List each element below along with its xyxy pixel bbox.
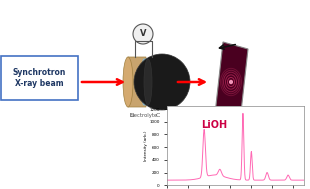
FancyBboxPatch shape bbox=[1, 56, 78, 100]
FancyBboxPatch shape bbox=[144, 59, 152, 105]
Text: LiOH: LiOH bbox=[202, 120, 228, 130]
Circle shape bbox=[229, 80, 233, 84]
Circle shape bbox=[133, 24, 153, 44]
Text: Synchrotron
X-ray beam: Synchrotron X-ray beam bbox=[12, 68, 66, 88]
Text: C: C bbox=[156, 113, 160, 118]
Polygon shape bbox=[215, 42, 248, 121]
Circle shape bbox=[134, 54, 190, 110]
Text: Electrolyte: Electrolyte bbox=[130, 113, 158, 118]
Y-axis label: Intensity (arb.): Intensity (arb.) bbox=[144, 130, 148, 161]
Text: V: V bbox=[140, 29, 146, 39]
Ellipse shape bbox=[144, 59, 152, 105]
Text: Li: Li bbox=[129, 113, 135, 118]
Ellipse shape bbox=[123, 57, 133, 107]
FancyBboxPatch shape bbox=[128, 57, 146, 107]
Ellipse shape bbox=[141, 59, 147, 105]
